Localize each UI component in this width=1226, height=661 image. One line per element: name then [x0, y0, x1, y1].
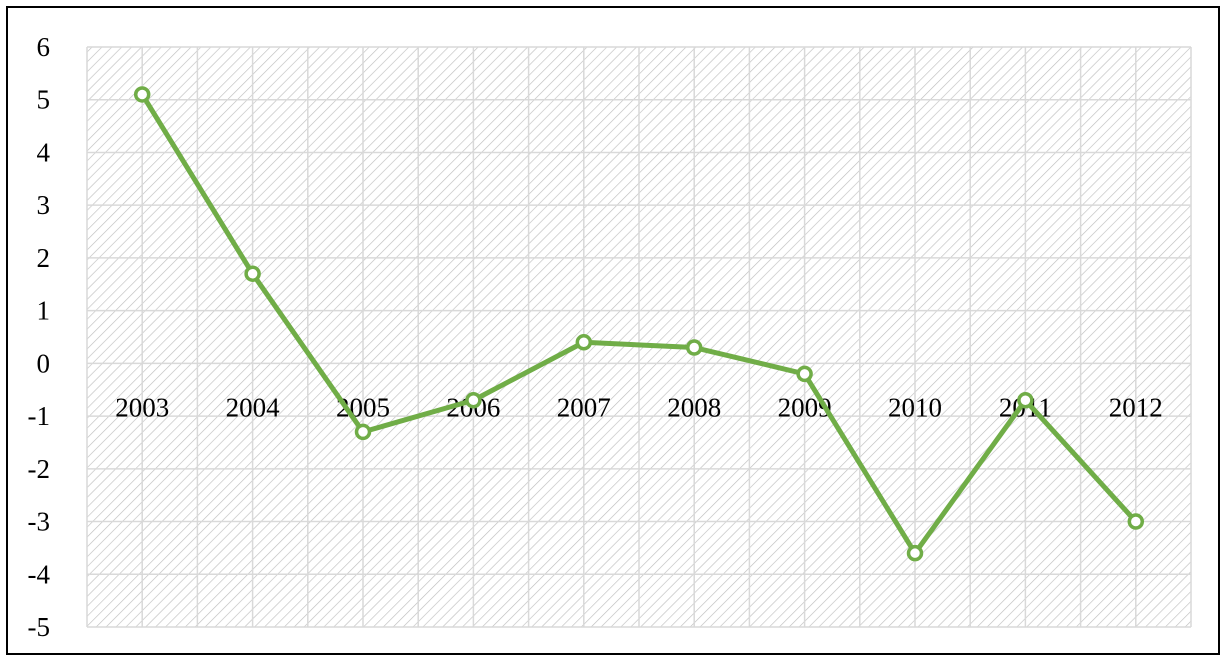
y-axis-tick-labels: 6 5 4 3 2 1 0 -1 -2 -3 -4 -5 — [28, 32, 51, 642]
data-point — [1127, 513, 1145, 530]
series-line — [140, 93, 1138, 556]
x-tick-label: 2012 — [1109, 392, 1163, 422]
y-tick-label: -1 — [28, 401, 51, 431]
y-tick-label: 6 — [37, 32, 51, 62]
data-point — [244, 265, 261, 282]
y-tick-label: 4 — [37, 137, 51, 167]
data-point — [1017, 392, 1034, 409]
y-tick-label: -3 — [28, 507, 51, 537]
data-point — [465, 392, 482, 409]
y-tick-label: 5 — [37, 85, 51, 115]
x-tick-label: 2008 — [667, 392, 721, 422]
data-point — [906, 544, 924, 562]
y-tick-label: 1 — [37, 296, 51, 326]
x-tick-label: 2010 — [888, 392, 942, 422]
data-point — [796, 365, 813, 383]
data-point — [575, 334, 593, 351]
x-tick-label: 2003 — [115, 392, 169, 422]
y-tick-label: 3 — [37, 190, 51, 220]
y-tick-label: -4 — [28, 559, 51, 589]
vertical-gridlines — [86, 47, 1192, 627]
x-tick-label: 2007 — [557, 392, 611, 422]
data-point — [685, 339, 703, 356]
y-tick-label: 0 — [37, 348, 51, 378]
series-group — [133, 86, 1145, 562]
y-tick-label: -2 — [28, 454, 51, 484]
data-point — [133, 86, 151, 103]
y-tick-label: -5 — [28, 612, 51, 642]
data-point — [354, 423, 372, 441]
y-tick-label: 2 — [37, 243, 51, 273]
x-tick-label: 2004 — [226, 392, 281, 422]
